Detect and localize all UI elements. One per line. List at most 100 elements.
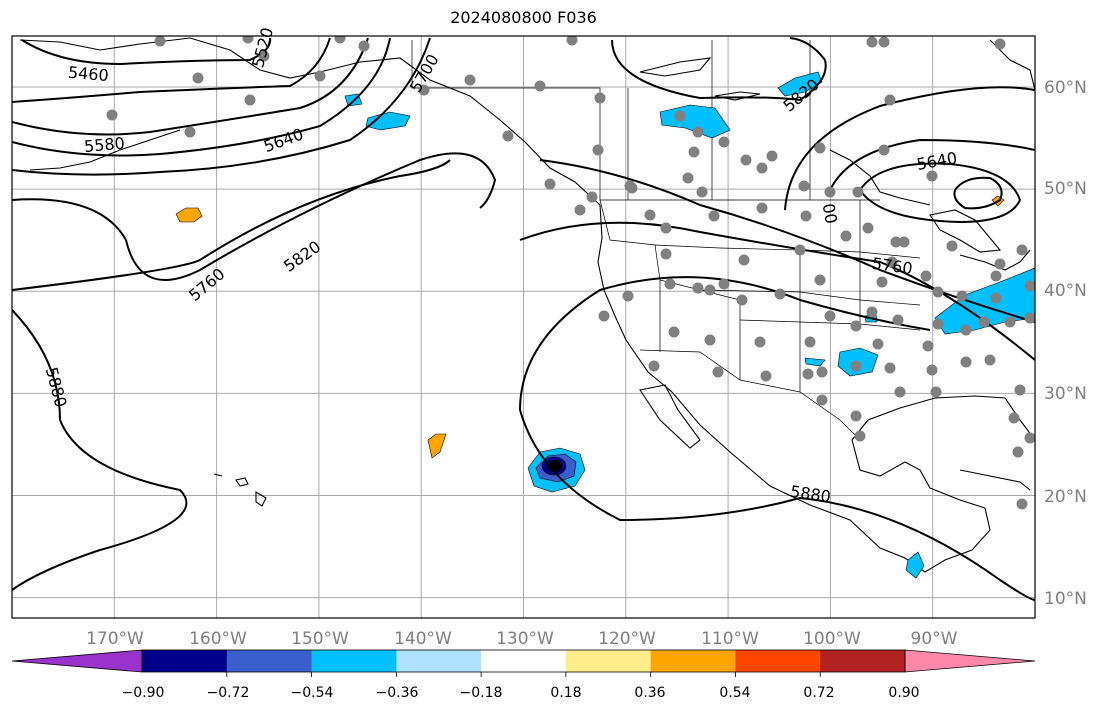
station-marker (418, 84, 430, 96)
station-marker (798, 180, 810, 192)
station-marker (314, 70, 326, 82)
station-marker (898, 236, 910, 248)
station-marker (648, 360, 660, 372)
station-marker (696, 186, 708, 198)
station-marker (622, 290, 634, 302)
latitude-label: 60°N (1044, 78, 1087, 98)
station-marker (840, 230, 852, 242)
station-marker (1024, 312, 1035, 324)
station-marker (184, 126, 196, 138)
colorbar-tick-label: −0.90 (122, 685, 165, 701)
station-marker (502, 130, 514, 142)
station-marker (886, 256, 898, 268)
station-marker (464, 74, 476, 86)
station-marker (872, 338, 884, 350)
station-marker (106, 109, 118, 121)
station-marker (932, 318, 944, 330)
station-marker (894, 386, 906, 398)
colorbar-tick-label: −0.54 (291, 685, 334, 701)
station-marker (800, 210, 812, 222)
station-marker (688, 146, 700, 158)
station-marker (814, 274, 826, 286)
station-marker (682, 172, 694, 184)
station-marker (922, 340, 934, 352)
station-marker (814, 142, 826, 154)
station-marker (816, 366, 828, 378)
station-marker (1016, 244, 1028, 256)
station-marker (358, 40, 370, 52)
station-marker (884, 362, 896, 374)
station-marker (704, 284, 716, 296)
longitude-label: 120°W (598, 629, 656, 649)
contour-label: 00 (819, 202, 841, 225)
station-marker (1012, 446, 1024, 458)
station-marker (544, 178, 556, 190)
colorbar-segment (481, 650, 567, 672)
latitude-axis: 10°N 20°N 30°N 40°N 50°N 60°N (1044, 78, 1087, 609)
station-marker (852, 186, 864, 198)
colorbar-segment (311, 650, 397, 672)
station-marker (258, 50, 270, 62)
longitude-label: 170°W (86, 629, 144, 649)
station-marker (566, 36, 578, 46)
station-marker (774, 288, 786, 300)
colorbar-frame (141, 649, 906, 673)
station-marker (756, 202, 768, 214)
latitude-label: 20°N (1044, 487, 1087, 507)
station-marker (930, 386, 942, 398)
station-marker (946, 240, 958, 252)
station-marker (878, 144, 890, 156)
longitude-label: 100°W (803, 629, 861, 649)
colorbar-segment (396, 650, 482, 672)
latitude-label: 30°N (1044, 384, 1087, 404)
station-marker (334, 36, 346, 44)
station-marker (1016, 498, 1028, 510)
station-marker (574, 204, 586, 216)
station-marker (718, 136, 730, 148)
station-marker (718, 278, 730, 290)
station-marker (850, 360, 862, 372)
station-marker (850, 320, 862, 332)
station-marker (866, 36, 878, 48)
station-marker (708, 210, 720, 222)
station-marker (644, 209, 656, 221)
station-marker (594, 92, 606, 104)
graticule (12, 36, 1035, 618)
station-marker (664, 278, 676, 290)
station-marker (1008, 412, 1020, 424)
station-marker (692, 282, 704, 294)
station-marker (1024, 432, 1035, 444)
colorbar-ticks: −0.90 −0.72 −0.54 −0.36 −0.18 0.18 0.36 … (122, 685, 920, 701)
map-frame (11, 35, 1036, 619)
colorbar-segment (226, 650, 313, 672)
station-marker (926, 364, 938, 376)
station-marker (592, 144, 604, 156)
longitude-axis: 170°W 160°W 150°W 140°W 130°W 120°W 110°… (86, 629, 958, 649)
station-marker (534, 80, 546, 92)
station-marker (598, 310, 610, 322)
station-marker (866, 306, 878, 318)
station-marker (766, 150, 778, 162)
colorbar-tick-label: −0.18 (460, 685, 503, 701)
station-marker (920, 270, 932, 282)
station-marker (978, 316, 990, 328)
station-marker (932, 286, 944, 298)
station-marker (660, 248, 672, 260)
station-marker (884, 94, 896, 106)
colorbar-extend-max (904, 649, 1036, 673)
longitude-label: 150°W (291, 629, 349, 649)
station-marker (960, 324, 972, 336)
station-marker (154, 36, 166, 47)
station-marker (242, 36, 254, 44)
longitude-label: 90°W (911, 629, 958, 649)
station-marker (674, 110, 686, 122)
station-marker (794, 244, 806, 256)
colorbar-tick-label: −0.36 (376, 685, 419, 701)
station-marker (802, 368, 814, 380)
political-borders (411, 40, 921, 441)
station-marker (586, 191, 598, 203)
station-marker (1024, 280, 1035, 292)
colorbar-segment (650, 650, 736, 672)
station-marker (760, 370, 772, 382)
station-marker (990, 270, 1002, 282)
